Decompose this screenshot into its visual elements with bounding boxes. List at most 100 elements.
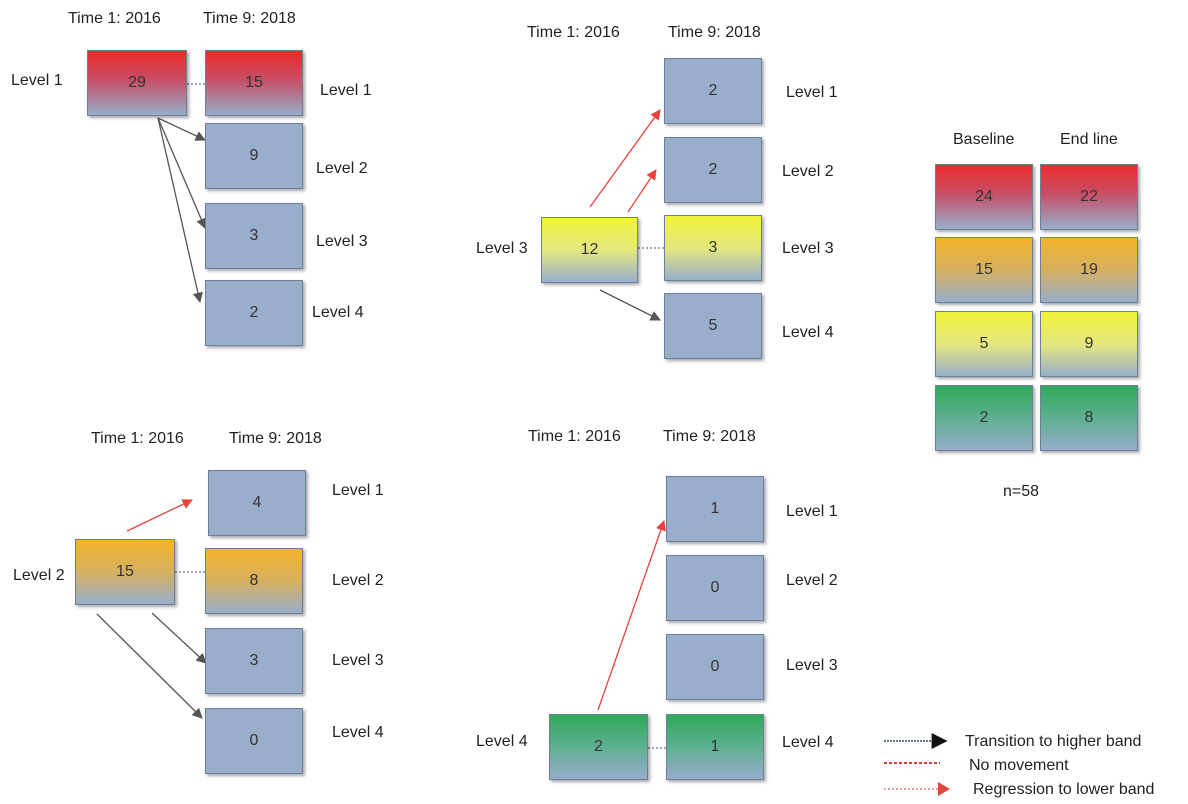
end-box-level2: 8	[205, 548, 303, 614]
start-box-level3: 12	[541, 217, 638, 283]
end-box-level3: 3	[205, 628, 303, 694]
end-level-label: Level 2	[316, 160, 368, 177]
summary-endline-level2: 19	[1040, 237, 1138, 303]
time-start-label: Time 1: 2016	[527, 24, 620, 41]
summary-baseline-level4: 2	[935, 385, 1033, 451]
start-box-level4: 2	[549, 714, 648, 780]
end-box-level2: 9	[205, 123, 303, 189]
time-start-label: Time 1: 2016	[91, 430, 184, 447]
end-box-level1: 15	[205, 50, 303, 116]
end-level-label: Level 3	[782, 240, 834, 257]
end-box-level1: 4	[208, 470, 306, 536]
box-value: 24	[975, 188, 993, 205]
legend-none-label: No movement	[969, 757, 1069, 774]
end-box-level4: 2	[205, 280, 303, 346]
box-value: 3	[249, 227, 259, 244]
arrow-level2-to-level3	[151, 612, 207, 664]
end-level-label: Level 1	[786, 503, 838, 520]
start-level-label: Level 3	[476, 240, 528, 257]
box-value: 4	[252, 494, 262, 511]
end-level-label: Level 4	[312, 304, 364, 321]
arrow-level2-to-level4	[96, 613, 203, 719]
box-value: 22	[1080, 188, 1098, 205]
legend-higher-label: Transition to higher band	[965, 733, 1142, 750]
time-end-label: Time 9: 2018	[668, 24, 761, 41]
box-value: 9	[1084, 335, 1094, 352]
summary-endline-level4: 8	[1040, 385, 1138, 451]
start-level-label: Level 2	[13, 567, 65, 584]
start-level-label: Level 4	[476, 733, 528, 750]
arrow-level2-to-level1	[126, 499, 193, 532]
end-box-level2: 2	[664, 137, 762, 203]
box-value: 8	[1084, 409, 1094, 426]
end-level-label: Level 4	[332, 724, 384, 741]
arrow-level1-to-level3	[157, 117, 207, 229]
end-box-level4: 1	[666, 714, 764, 780]
summary-endline-level3: 9	[1040, 311, 1138, 377]
box-value: 2	[708, 82, 718, 99]
summary-baseline-level3: 5	[935, 311, 1033, 377]
summary-endline-level1: 22	[1040, 164, 1138, 230]
end-level-label: Level 3	[786, 657, 838, 674]
summary-baseline-level2: 15	[935, 237, 1033, 303]
end-box-level1: 2	[664, 58, 762, 124]
box-value: 29	[128, 74, 146, 91]
end-level-label: Level 1	[320, 82, 372, 99]
summary-baseline-level1: 24	[935, 164, 1033, 230]
end-level-label: Level 2	[786, 572, 838, 589]
baseline-header: Baseline	[953, 131, 1015, 148]
end-level-label: Level 4	[782, 324, 834, 341]
box-value: 15	[245, 74, 263, 91]
end-box-level4: 5	[664, 293, 762, 359]
end-level-label: Level 3	[316, 233, 368, 250]
box-value: 3	[708, 239, 718, 256]
box-value: 15	[975, 261, 993, 278]
legend-lower-label: Regression to lower band	[973, 781, 1155, 798]
box-value: 15	[116, 563, 134, 580]
start-level-label: Level 1	[11, 72, 63, 89]
legend-lower-arrowhead	[938, 782, 950, 796]
box-value: 2	[708, 161, 718, 178]
arrow-level3-to-level1	[589, 109, 661, 208]
end-level-label: Level 2	[782, 163, 834, 180]
end-box-level1: 1	[666, 476, 764, 542]
box-value: 2	[249, 304, 259, 321]
box-value: 1	[710, 738, 720, 755]
box-value: 5	[979, 335, 989, 352]
arrow-level1-to-level2	[157, 117, 206, 141]
box-value: 12	[580, 241, 599, 258]
time-start-label: Time 1: 2016	[68, 10, 161, 27]
time-end-label: Time 9: 2018	[229, 430, 322, 447]
box-value: 0	[710, 579, 720, 596]
end-box-level3: 0	[666, 634, 764, 700]
arrow-level3-to-level2	[627, 169, 657, 213]
end-box-level3: 3	[205, 203, 303, 269]
box-value: 2	[979, 409, 989, 426]
time-end-label: Time 9: 2018	[203, 10, 296, 27]
endline-header: End line	[1060, 131, 1118, 148]
box-value: 1	[710, 500, 720, 517]
start-box-level2: 15	[75, 539, 175, 605]
end-box-level2: 0	[666, 555, 764, 621]
end-box-level4: 0	[205, 708, 303, 774]
box-value: 2	[594, 738, 603, 755]
box-value: 8	[249, 572, 259, 589]
arrow-level1-to-level4	[157, 117, 203, 304]
box-value: 0	[710, 658, 720, 675]
time-end-label: Time 9: 2018	[663, 428, 756, 445]
end-level-label: Level 2	[332, 572, 384, 589]
box-value: 9	[249, 147, 259, 164]
sample-size-label: n=58	[1003, 483, 1040, 500]
box-value: 3	[249, 652, 259, 669]
end-level-label: Level 1	[786, 84, 838, 101]
arrow-level4-to-level1	[597, 520, 666, 711]
box-value: 19	[1080, 261, 1098, 278]
end-box-level3: 3	[664, 215, 762, 281]
arrow-level3-to-level4	[599, 289, 661, 321]
end-level-label: Level 1	[332, 482, 384, 499]
box-value: 5	[708, 317, 718, 334]
end-level-label: Level 3	[332, 652, 384, 669]
time-start-label: Time 1: 2016	[528, 428, 621, 445]
box-value: 0	[249, 732, 259, 749]
